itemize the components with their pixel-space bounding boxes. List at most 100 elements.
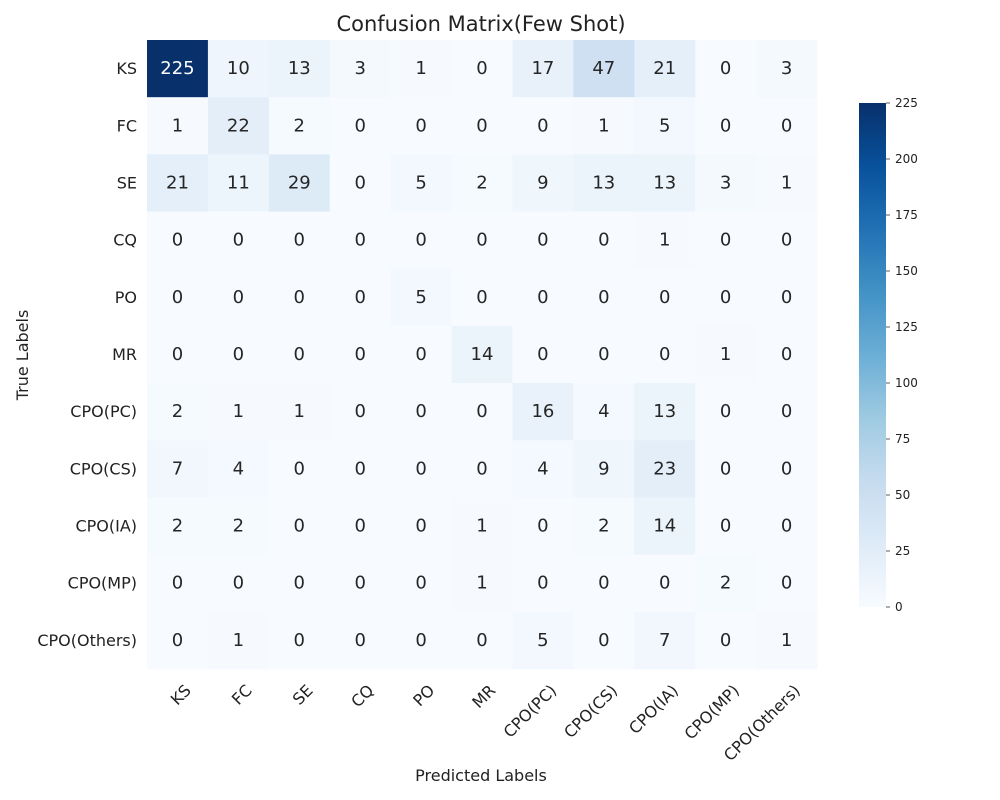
cell-value-label: 0 (720, 287, 731, 308)
cell-value-label: 0 (781, 115, 792, 136)
cell-value-label: 0 (476, 401, 487, 422)
cell-value-label: 0 (354, 230, 365, 251)
heatmap-cell (695, 97, 757, 155)
heatmap-cell (268, 497, 331, 556)
heatmap-cell (147, 325, 209, 384)
cell-value-label: 0 (172, 230, 183, 251)
heatmap-cell (634, 97, 696, 155)
cell-value-label: 22 (227, 115, 250, 136)
heatmap-cell (512, 40, 574, 98)
cell-value-label: 4 (233, 458, 244, 479)
heatmap-cell (268, 325, 331, 384)
colorbar-ticks: 0 25 50 75 100 125 150 175 200 225 (886, 96, 918, 614)
cell-value-label: 1 (720, 344, 731, 365)
heatmap-cell (695, 497, 757, 556)
heatmap-cell (634, 383, 696, 441)
cell-value-label: 0 (537, 115, 548, 136)
cell-value-label: 14 (653, 516, 676, 537)
cell-value-label: 0 (233, 573, 244, 594)
cell-value-label: 16 (531, 401, 554, 422)
cell-value-label: 0 (172, 630, 183, 651)
cell-value-label: 0 (354, 401, 365, 422)
cell-value-label: 0 (354, 287, 365, 308)
cell-value-label: 3 (720, 172, 731, 193)
heatmap-cell (756, 211, 818, 270)
x-tick-label: CPO(PC) (500, 681, 561, 742)
y-tick-label: CPO(CS) (70, 459, 137, 478)
heatmap-cell (147, 97, 209, 155)
cell-value-label: 11 (227, 172, 250, 193)
cell-value-label: 23 (653, 458, 676, 479)
cell-value-label: 0 (781, 458, 792, 479)
cell-value-label: 0 (294, 516, 305, 537)
heatmap-cell (695, 40, 757, 98)
heatmap-cell (207, 440, 270, 498)
cell-value-labels: 225 10 13 3 1 0 17 47 21 0 31 22 2 0 0 0 0 1 5 0 021 11 29 0 5 2 9… (160, 58, 792, 651)
heatmap-cell (695, 211, 757, 270)
cell-value-label: 0 (354, 172, 365, 193)
heatmap-cell (634, 497, 696, 556)
colorbar (859, 103, 886, 607)
cell-value-label: 2 (598, 516, 609, 537)
cell-value-label: 0 (172, 344, 183, 365)
cell-value-label: 0 (294, 573, 305, 594)
heatmap-cell (390, 440, 453, 498)
heatmap-cell (147, 554, 209, 613)
cell-value-label: 0 (781, 401, 792, 422)
heatmap-cell (573, 268, 635, 327)
cell-value-label: 9 (537, 172, 548, 193)
cell-value-label: 0 (598, 573, 609, 594)
heatmap-cell (329, 97, 392, 155)
heatmap-cell (147, 611, 209, 670)
cell-value-label: 17 (531, 58, 554, 79)
heatmap-cell (634, 211, 696, 270)
cell-value-label: 1 (476, 573, 487, 594)
x-tick-label: CQ (347, 681, 377, 711)
heatmap-cell (329, 211, 392, 270)
heatmap-cell (390, 40, 453, 98)
cell-value-label: 7 (172, 458, 183, 479)
heatmap-cell (390, 497, 453, 556)
cell-value-label: 0 (476, 287, 487, 308)
cell-value-label: 1 (781, 630, 792, 651)
cell-value-label: 2 (172, 401, 183, 422)
cell-value-label: 0 (781, 516, 792, 537)
cell-value-label: 9 (598, 458, 609, 479)
cell-value-label: 7 (659, 630, 670, 651)
x-tick-label: CPO(MP) (680, 681, 742, 743)
cell-value-label: 4 (598, 401, 609, 422)
heatmap-cell (695, 325, 757, 384)
cell-value-label: 0 (598, 344, 609, 365)
cell-value-label: 1 (233, 630, 244, 651)
heatmap-cell (268, 154, 331, 213)
x-tick-label: KS (167, 681, 195, 709)
cell-value-label: 0 (294, 630, 305, 651)
heatmap-cell (147, 440, 209, 498)
cell-value-label: 0 (781, 573, 792, 594)
cell-value-label: 0 (294, 344, 305, 365)
heatmap-cell (329, 554, 392, 613)
heatmap-cell (390, 325, 453, 384)
heatmap-cell (390, 268, 453, 327)
cell-value-label: 0 (720, 230, 731, 251)
x-tick-label: CPO(IA) (625, 681, 682, 738)
cell-value-label: 0 (415, 230, 426, 251)
heatmap-cell (207, 497, 270, 556)
cell-value-label: 14 (471, 344, 494, 365)
heatmap-cell (147, 497, 209, 556)
heatmap-cell (634, 554, 696, 613)
cell-value-label: 0 (476, 230, 487, 251)
colorbar-tick-label: 175 (895, 208, 918, 222)
colorbar-tick-label: 25 (895, 544, 910, 558)
heatmap-cell (451, 211, 513, 270)
chart-title: Confusion Matrix(Few Shot) (336, 12, 625, 36)
heatmap-cell (329, 325, 392, 384)
cell-value-label: 1 (598, 115, 609, 136)
heatmap-cell (451, 497, 513, 556)
y-tick-label: PO (115, 288, 137, 307)
heatmap-cell (634, 611, 696, 670)
heatmap-cell (634, 325, 696, 384)
cell-value-label: 0 (415, 115, 426, 136)
cell-value-label: 0 (476, 458, 487, 479)
